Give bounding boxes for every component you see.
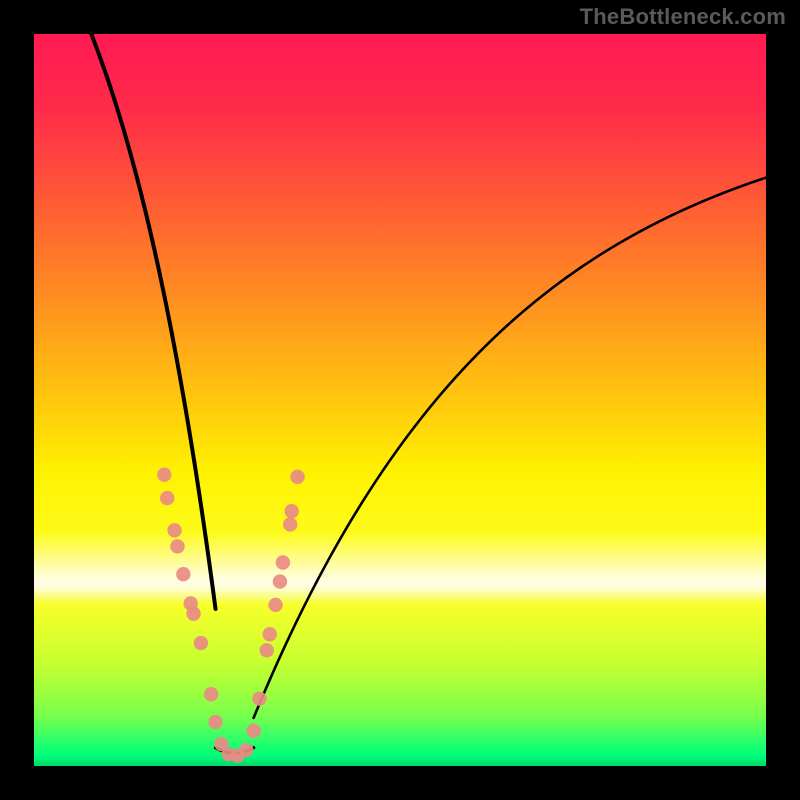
watermark-text: TheBottleneck.com	[580, 4, 786, 30]
chart-frame: TheBottleneck.com	[0, 0, 800, 800]
data-marker	[273, 574, 287, 588]
data-marker	[204, 687, 218, 701]
data-marker	[283, 517, 297, 531]
data-marker	[268, 598, 282, 612]
data-marker	[263, 627, 277, 641]
plot-area	[34, 34, 766, 766]
data-marker	[176, 567, 190, 581]
data-marker	[276, 555, 290, 569]
data-marker	[194, 636, 208, 650]
data-marker	[170, 539, 184, 553]
data-marker	[290, 470, 304, 484]
data-marker	[160, 491, 174, 505]
data-marker	[167, 523, 181, 537]
data-marker	[208, 715, 222, 729]
bottleneck-chart	[0, 0, 800, 800]
data-marker	[157, 467, 171, 481]
data-marker	[284, 504, 298, 518]
data-marker	[252, 691, 266, 705]
data-marker	[260, 643, 274, 657]
data-marker	[246, 724, 260, 738]
data-marker	[186, 607, 200, 621]
data-marker	[239, 743, 253, 757]
